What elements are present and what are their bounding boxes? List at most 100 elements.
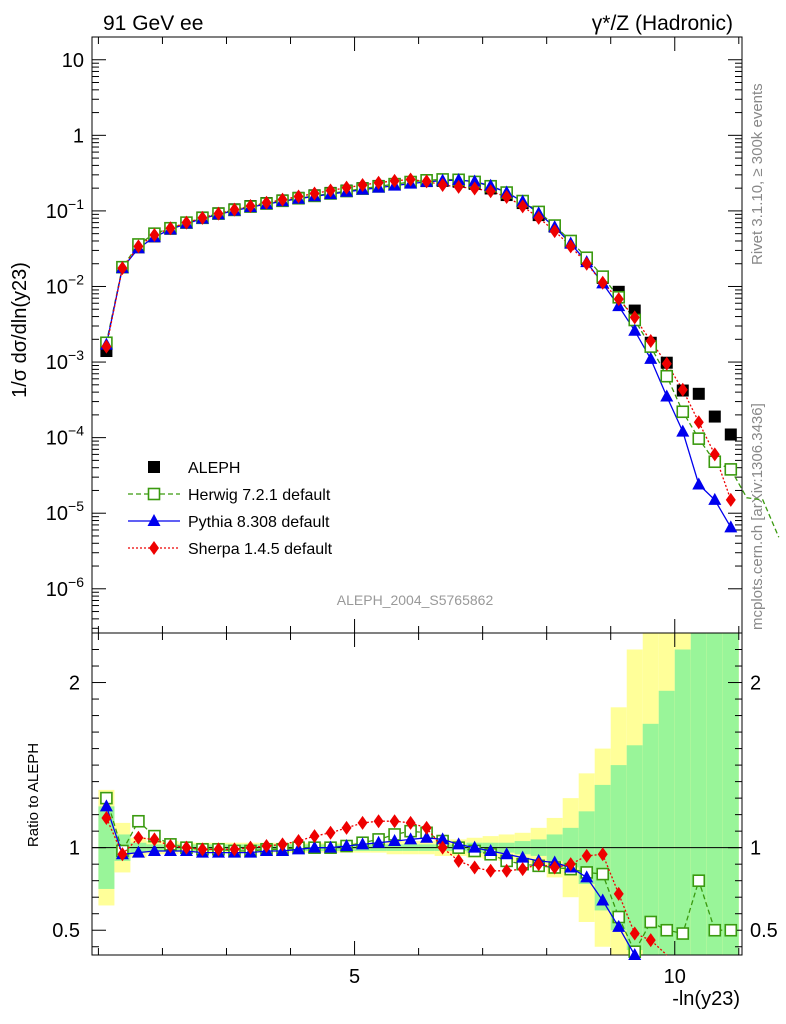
sherpa-ratio-point [581, 848, 592, 863]
sherpa-point [501, 189, 512, 204]
pythia-point [692, 477, 706, 490]
sherpa-point [181, 215, 192, 230]
legend-herwig-label: Herwig 7.2.1 default [188, 487, 331, 504]
sherpa-point [613, 292, 624, 307]
sherpa-point [309, 186, 320, 201]
pythia-ratio-point [596, 893, 610, 906]
herwig-ratio-point [708, 923, 722, 937]
sherpa-point [629, 310, 640, 325]
sherpa-ratio-point [101, 810, 112, 825]
main-y-label: 1/σ dσ/dln(y23) [9, 262, 31, 398]
sherpa-point [149, 227, 160, 242]
sherpa-point [517, 199, 528, 214]
sherpa-ratio-point [245, 840, 256, 855]
sherpa-point [357, 178, 368, 193]
sherpa-ratio-point [469, 860, 480, 875]
sherpa-point [245, 199, 256, 214]
ratio-band-inner [706, 633, 723, 955]
x-tick-label: 5 [349, 966, 360, 988]
sherpa-ratio-point [357, 815, 368, 830]
pythia-ratio-point [484, 843, 498, 856]
main-y-tick-label: 1 [73, 125, 84, 147]
herwig-ratio-point [132, 814, 145, 828]
sherpa-ratio-point [309, 829, 320, 844]
herwig-point [692, 432, 706, 445]
sherpa-point [565, 239, 576, 254]
sherpa-point [117, 261, 128, 276]
sherpa-point [549, 224, 560, 239]
pythia-ratio-line [105, 806, 636, 956]
sherpa-point [725, 492, 736, 507]
sherpa-point [261, 195, 272, 210]
ratio-band-inner [642, 723, 659, 955]
ratio-band-inner [690, 633, 707, 955]
herwig-ratio-point [660, 923, 674, 937]
data-point [708, 410, 721, 423]
legend-pythia-label: Pythia 8.308 default [188, 514, 330, 531]
sherpa-ratio-point [373, 814, 384, 829]
legend-sherpa-label: Sherpa 1.4.5 default [188, 541, 333, 558]
pythia-ratio-point [612, 919, 626, 932]
sherpa-point [229, 202, 240, 217]
pythia-point [708, 492, 722, 505]
pythia-point [660, 389, 674, 402]
sherpa-point [661, 356, 672, 371]
sherpa-ratio-point [213, 842, 224, 857]
ratio-y-tick-label-right: 0.5 [750, 920, 778, 942]
pythia-point [644, 351, 658, 364]
sherpa-point [373, 175, 384, 190]
ratio-band-inner [722, 633, 739, 955]
pythia-ratio-point [340, 839, 354, 852]
sherpa-point [421, 174, 432, 189]
pythia-ratio-point [372, 835, 386, 848]
pythia-ratio-point [468, 840, 482, 853]
pythia-ratio-point [308, 840, 322, 853]
herwig-line [105, 178, 780, 538]
main-y-tick-label: 10−5 [46, 498, 84, 525]
data-point [724, 428, 737, 441]
sherpa-ratio-point [421, 820, 432, 835]
ratio-y-tick-label-right: 2 [750, 673, 761, 695]
sherpa-ratio-point [133, 830, 144, 845]
sherpa-ratio-point [277, 837, 288, 852]
sherpa-ratio-point [405, 815, 416, 830]
legend-pythia-marker [147, 514, 161, 526]
herwig-point [724, 463, 738, 476]
left-title: 91 GeV ee [103, 12, 203, 35]
sherpa-ratio-point [565, 857, 576, 872]
main-y-tick-label: 10−4 [46, 423, 84, 450]
sherpa-point [133, 239, 144, 254]
pythia-point [452, 173, 466, 186]
sherpa-point [101, 339, 112, 354]
pythia-ratio-point [420, 830, 434, 843]
pythia-point [724, 520, 738, 533]
pythia-ratio-point [404, 832, 418, 845]
pythia-ratio-point [580, 870, 594, 883]
sherpa-ratio-point [645, 933, 656, 948]
herwig-ratio-point [724, 923, 738, 937]
sherpa-ratio-point [533, 857, 544, 872]
sherpa-point [469, 181, 480, 196]
sherpa-point [293, 189, 304, 204]
main-y-tick-label: 10−1 [46, 196, 84, 223]
pythia-ratio-point [388, 834, 402, 847]
sherpa-ratio-point [181, 840, 192, 855]
pythia-ratio-point [628, 948, 642, 960]
sherpa-ratio-point [453, 853, 464, 868]
pythia-ratio-point [436, 832, 450, 845]
sherpa-point [677, 382, 688, 397]
main-y-tick-label: 10−3 [46, 347, 84, 374]
sherpa-ratio-point [613, 886, 624, 901]
pythia-point [676, 424, 690, 437]
pythia-ratio-point [452, 837, 466, 850]
ratio-y-tick-label: 0.5 [52, 920, 80, 942]
sherpa-point [581, 256, 592, 271]
sherpa-ratio-point [229, 842, 240, 857]
pythia-ratio-point [292, 842, 306, 855]
legend-data-label: ALEPH [188, 460, 240, 477]
herwig-ratio-point [676, 927, 690, 940]
sherpa-point [597, 275, 608, 290]
pythia-ratio-point [516, 850, 530, 863]
sherpa-ratio-point [501, 863, 512, 878]
